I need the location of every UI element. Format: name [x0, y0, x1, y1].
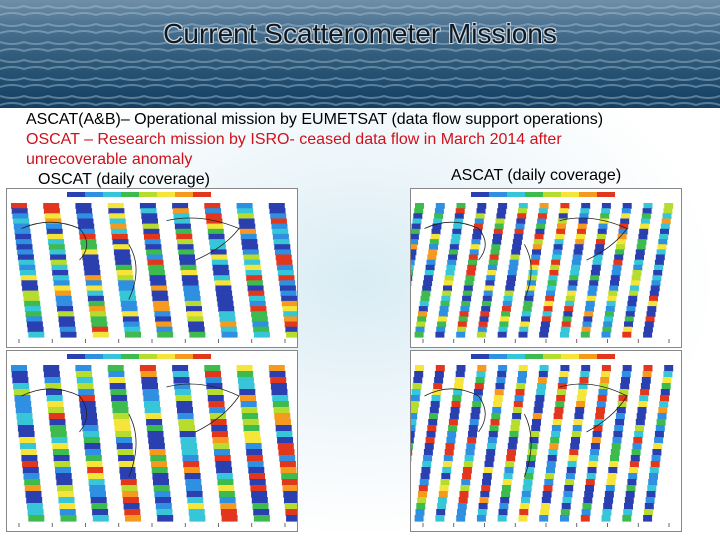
oscat-wind-map-top: [6, 188, 298, 348]
ascat-wind-map-top: [410, 188, 682, 348]
title-banner: Current Scatterometer Missions: [0, 0, 720, 108]
oscat-wind-map-bottom: [6, 350, 298, 532]
slide-title: Current Scatterometer Missions: [163, 18, 557, 49]
oscat-mission-text-line2: unrecoverable anomaly: [26, 151, 193, 168]
ocean-wave-image: [0, 4, 720, 107]
ascat-mission-text: ASCAT(A&B)– Operational mission by EUMET…: [26, 111, 604, 128]
ascat-caption: ASCAT (daily coverage): [451, 167, 622, 184]
oscat-caption: OSCAT (daily coverage): [38, 171, 210, 188]
oscat-mission-text-line1: OSCAT – Research mission by ISRO- ceased…: [26, 131, 562, 148]
ascat-wind-map-bottom: [410, 350, 682, 532]
